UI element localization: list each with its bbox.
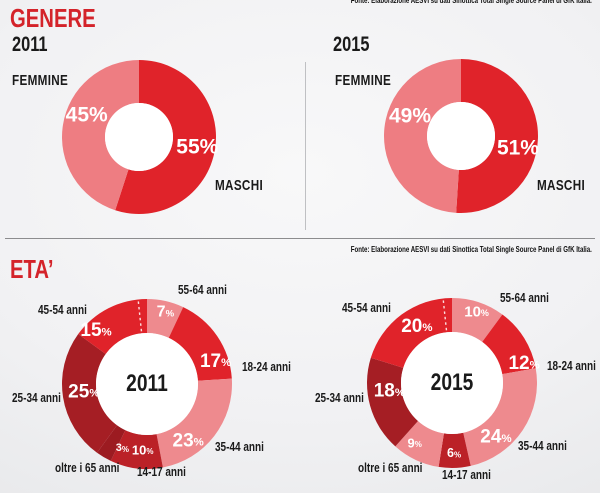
age-2015-value-oltre-i-65-anni: 9% bbox=[407, 435, 421, 450]
age-2011-value-18-24-anni: 17% bbox=[200, 350, 231, 371]
age-2011-label-35-44-anni: 35-44 anni bbox=[215, 440, 264, 454]
gender-2011-value-maschi: 55% bbox=[176, 135, 218, 158]
age-2015-slice-55-64-anni bbox=[452, 298, 503, 342]
gender-2011-value-femmine: 45% bbox=[66, 104, 108, 127]
gender-2011-slice-maschi bbox=[115, 60, 217, 215]
gender-2011-hole bbox=[105, 103, 173, 171]
age-2015-label-oltre-i-65-anni: oltre i 65 anni bbox=[358, 461, 423, 475]
age-2011-label-25-34-anni: 25-34 anni bbox=[12, 391, 61, 405]
gender-2015-value-femmine: 49% bbox=[389, 105, 431, 128]
age-2011-slice-35-44-anni bbox=[156, 378, 232, 468]
age-2015-label-45-54-anni: 45-54 anni bbox=[342, 301, 391, 315]
age-2011-slice-oltre-i-65-anni bbox=[97, 425, 126, 461]
gender-2015-slice-femmine bbox=[383, 59, 461, 213]
age-2011-value-25-34-anni: 25% bbox=[68, 381, 99, 402]
age-2015-label-35-44-anni: 35-44 anni bbox=[518, 439, 567, 453]
gender-section-title: GENERE bbox=[10, 3, 96, 33]
section-divider bbox=[5, 238, 595, 239]
age-2011-label-55-64-anni: 55-64 anni bbox=[178, 283, 227, 297]
age-2011-value-45-54-anni: 15% bbox=[80, 320, 111, 341]
age-2015-label-25-34-anni: 25-34 anni bbox=[315, 391, 364, 405]
gender-panel-divider bbox=[305, 62, 306, 230]
gender-2011-slice-femmine bbox=[62, 60, 139, 211]
age-2015-slice-35-44-anni bbox=[463, 368, 538, 466]
age-2011-value-oltre-i-65-anni: 3% bbox=[116, 442, 129, 454]
source-note: Fonte: Elaborazione AESVI su dati Sinott… bbox=[350, 244, 592, 254]
age-2015-label-18-24-anni: 18-24 anni bbox=[547, 359, 596, 373]
gender-2011-maschi-label: MASCHI bbox=[215, 177, 264, 194]
age-2015-slice-14-17-anni bbox=[438, 432, 471, 468]
source-note-top: Fonte: Elaborazione AESVI su dati Sinott… bbox=[350, 0, 592, 5]
age-2015-value-55-64-anni: 10% bbox=[464, 303, 489, 320]
age-2015-slice-oltre-i-65-anni bbox=[395, 421, 444, 467]
gender-2015-value-maschi: 51% bbox=[497, 136, 539, 159]
age-2015-value-25-34-anni: 18% bbox=[374, 380, 405, 401]
age-2011-value-35-44-anni: 23% bbox=[173, 430, 204, 451]
gender-2011-femmine-label: FEMMINE bbox=[12, 72, 69, 89]
gender-2015-femmine-label: FEMMINE bbox=[335, 72, 392, 89]
age-2011-label-18-24-anni: 18-24 anni bbox=[242, 360, 291, 374]
age-2011-slice-25-34-anni bbox=[61, 334, 118, 453]
age-2011-value-14-17-anni: 10% bbox=[132, 442, 154, 457]
age-2015-value-45-54-anni: 20% bbox=[401, 315, 432, 336]
gender-2015-hole bbox=[427, 102, 495, 170]
age-2015-value-18-24-anni: 12% bbox=[508, 353, 539, 374]
age-2015-slice-45-54-anni bbox=[370, 298, 452, 368]
age-2015-value-14-17-anni: 6% bbox=[447, 446, 461, 460]
age-2015-slice-25-34-anni bbox=[367, 357, 418, 447]
age-2011-slice-45-54-anni bbox=[78, 299, 147, 355]
age-2015-center-label: 2015 bbox=[430, 369, 474, 396]
age-section-title: ETA’ bbox=[10, 254, 54, 284]
age-2015-hole bbox=[401, 332, 503, 434]
gender-2015-year-label: 2015 bbox=[333, 33, 370, 56]
age-2011-slice-55-64-anni bbox=[147, 299, 184, 338]
age-2015-label-14-17-anni: 14-17 anni bbox=[442, 468, 491, 482]
age-2011-slice-18-24-anni bbox=[168, 307, 232, 381]
age-2015-value-35-44-anni: 24% bbox=[480, 426, 511, 447]
age-2011-center-label: 2011 bbox=[126, 370, 168, 397]
gender-2011-year-label: 2011 bbox=[12, 33, 48, 56]
gender-2015-slice-maschi bbox=[456, 59, 538, 213]
age-2015-label-55-64-anni: 55-64 anni bbox=[500, 291, 549, 305]
age-2015-slice-18-24-anni bbox=[482, 314, 536, 375]
age-2011-label-45-54-anni: 45-54 anni bbox=[38, 303, 87, 317]
age-2011-hole bbox=[96, 333, 198, 435]
age-2011-label-14-17-anni: 14-17 anni bbox=[137, 465, 186, 479]
gender-2015-maschi-label: MASCHI bbox=[537, 177, 586, 194]
age-2011-value-55-64-anni: 7% bbox=[157, 303, 175, 320]
age-2011-label-oltre-i-65-anni: oltre i 65 anni bbox=[55, 461, 120, 475]
age-2011-slice-14-17-anni bbox=[110, 430, 163, 469]
